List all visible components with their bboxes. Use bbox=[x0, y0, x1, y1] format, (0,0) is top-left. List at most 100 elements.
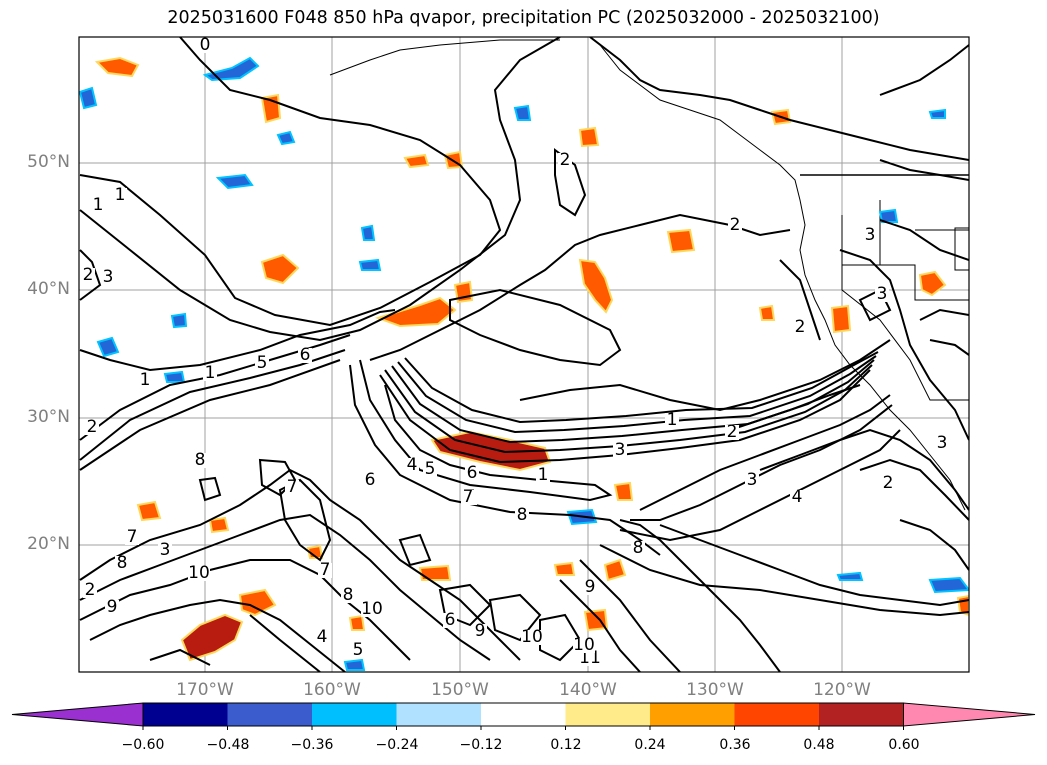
contour-label-background bbox=[113, 188, 127, 203]
contour-label-background bbox=[573, 638, 595, 653]
contour-label-background bbox=[361, 602, 383, 617]
contour-label-background bbox=[863, 228, 877, 243]
contour-label: 10 bbox=[521, 627, 543, 647]
contour-label: 3 bbox=[615, 440, 626, 460]
contour-label-layer: 0112123223615321745637123422878786871098… bbox=[81, 35, 949, 668]
colorbar-tick-label: 0.60 bbox=[888, 737, 920, 753]
contour-label: 7 bbox=[287, 477, 298, 497]
contour-label: 0 bbox=[200, 35, 211, 55]
colorbar-segment bbox=[396, 703, 481, 726]
contour-label-background bbox=[298, 348, 312, 363]
colorbar-segment bbox=[565, 703, 650, 726]
contour-label: 2 bbox=[560, 150, 571, 170]
contour-label: 3 bbox=[747, 470, 758, 490]
contour-label: 1 bbox=[140, 370, 151, 390]
colorbar-segment bbox=[227, 703, 312, 726]
contour-label: 3 bbox=[877, 284, 888, 304]
contour-label: 4 bbox=[317, 627, 328, 647]
contour-label-background bbox=[158, 543, 172, 558]
contour-label: 1 bbox=[538, 465, 549, 485]
contour-label-background bbox=[579, 651, 601, 666]
colorbar-tick-label: 0.12 bbox=[550, 737, 582, 753]
contour-label-background bbox=[115, 556, 129, 571]
lon-label-140w: 140°W bbox=[559, 680, 617, 700]
contour-label: 8 bbox=[343, 585, 354, 605]
contour-label: 5 bbox=[257, 353, 268, 373]
contour-label: 6 bbox=[445, 610, 456, 630]
lat-label-50n: 50°N bbox=[27, 152, 70, 172]
lat-label-30n: 30°N bbox=[27, 407, 70, 427]
contour-label: 1 bbox=[667, 410, 678, 430]
contour-label-background bbox=[725, 425, 739, 440]
contour-label-background bbox=[881, 476, 895, 491]
contour-label: 8 bbox=[517, 505, 528, 525]
map-title: 2025031600 F048 850 hPa qvapor, precipit… bbox=[167, 8, 880, 28]
colorbar-tick-label: −0.12 bbox=[459, 737, 503, 753]
contour-label-background bbox=[405, 458, 419, 473]
contour-label: 7 bbox=[320, 560, 331, 580]
contour-label: 2 bbox=[730, 215, 741, 235]
contour-label: 9 bbox=[475, 621, 486, 641]
contour-label-background bbox=[285, 480, 299, 495]
contour-label: 8 bbox=[195, 450, 206, 470]
colorbar-tick-label: −0.24 bbox=[375, 737, 419, 753]
contour-label: 7 bbox=[127, 527, 138, 547]
contour-label-background bbox=[188, 566, 210, 581]
lon-label-130w: 130°W bbox=[686, 680, 744, 700]
contour-label-background bbox=[318, 563, 332, 578]
contour-label-background bbox=[105, 600, 119, 615]
contour-label-background bbox=[536, 468, 550, 483]
colorbar-tick-label: −0.36 bbox=[290, 737, 334, 753]
contour-label-background bbox=[515, 508, 529, 523]
positive-anomalies bbox=[94, 56, 969, 632]
lat-label-40n: 40°N bbox=[27, 279, 70, 299]
lon-label-120w: 120°W bbox=[813, 680, 871, 700]
contour-label: 9 bbox=[107, 597, 118, 617]
contour-label-background bbox=[631, 541, 645, 556]
contour-label-background bbox=[461, 490, 475, 505]
contour-label-background bbox=[83, 583, 97, 598]
contour-label-background bbox=[193, 453, 207, 468]
contour-label: 1 bbox=[115, 185, 126, 205]
colorbar-segment bbox=[819, 703, 904, 726]
colorbar-segment bbox=[650, 703, 735, 726]
colorbar-under-triangle bbox=[11, 702, 144, 727]
contour-label: 3 bbox=[103, 267, 114, 287]
contour-label: 4 bbox=[792, 487, 803, 507]
contour-label-background bbox=[198, 38, 212, 53]
colorbar bbox=[11, 702, 1036, 730]
contour-label-background bbox=[875, 287, 889, 302]
colorbar-tick-label: 0.36 bbox=[719, 737, 751, 753]
contour-label: 8 bbox=[117, 553, 128, 573]
contour-label: 10 bbox=[361, 599, 383, 619]
contour-label: 2 bbox=[883, 473, 894, 493]
contour-label: 5 bbox=[425, 459, 436, 479]
contour-label: 7 bbox=[463, 487, 474, 507]
colorbar-tick-label: 0.24 bbox=[634, 737, 666, 753]
contour-label: 1 bbox=[205, 363, 216, 383]
contour-label: 3 bbox=[937, 433, 948, 453]
colorbar-segment bbox=[481, 703, 566, 726]
contour-label-background bbox=[728, 218, 742, 233]
contour-label: 6 bbox=[467, 463, 478, 483]
contour-label-background bbox=[81, 268, 95, 283]
contour-label: 10 bbox=[188, 563, 210, 583]
lon-label-160w: 160°W bbox=[303, 680, 361, 700]
contour-label: 6 bbox=[365, 470, 376, 490]
contour-label: 9 bbox=[585, 577, 596, 597]
contour-label: 3 bbox=[865, 225, 876, 245]
contour-label-background bbox=[583, 580, 597, 595]
colorbar-tick-label: −0.60 bbox=[121, 737, 165, 753]
colorbar-segment bbox=[143, 703, 228, 726]
colorbar-segment bbox=[734, 703, 819, 726]
contour-label-background bbox=[363, 473, 377, 488]
contour-label-background bbox=[203, 366, 217, 381]
contour-label: 2 bbox=[795, 317, 806, 337]
lon-label-150w: 150°W bbox=[431, 680, 489, 700]
contour-label-background bbox=[101, 270, 115, 285]
contour-label: 1 bbox=[93, 195, 104, 215]
contour-label-background bbox=[91, 198, 105, 213]
lon-label-170w: 170°W bbox=[176, 680, 234, 700]
contour-label-background bbox=[521, 630, 543, 645]
